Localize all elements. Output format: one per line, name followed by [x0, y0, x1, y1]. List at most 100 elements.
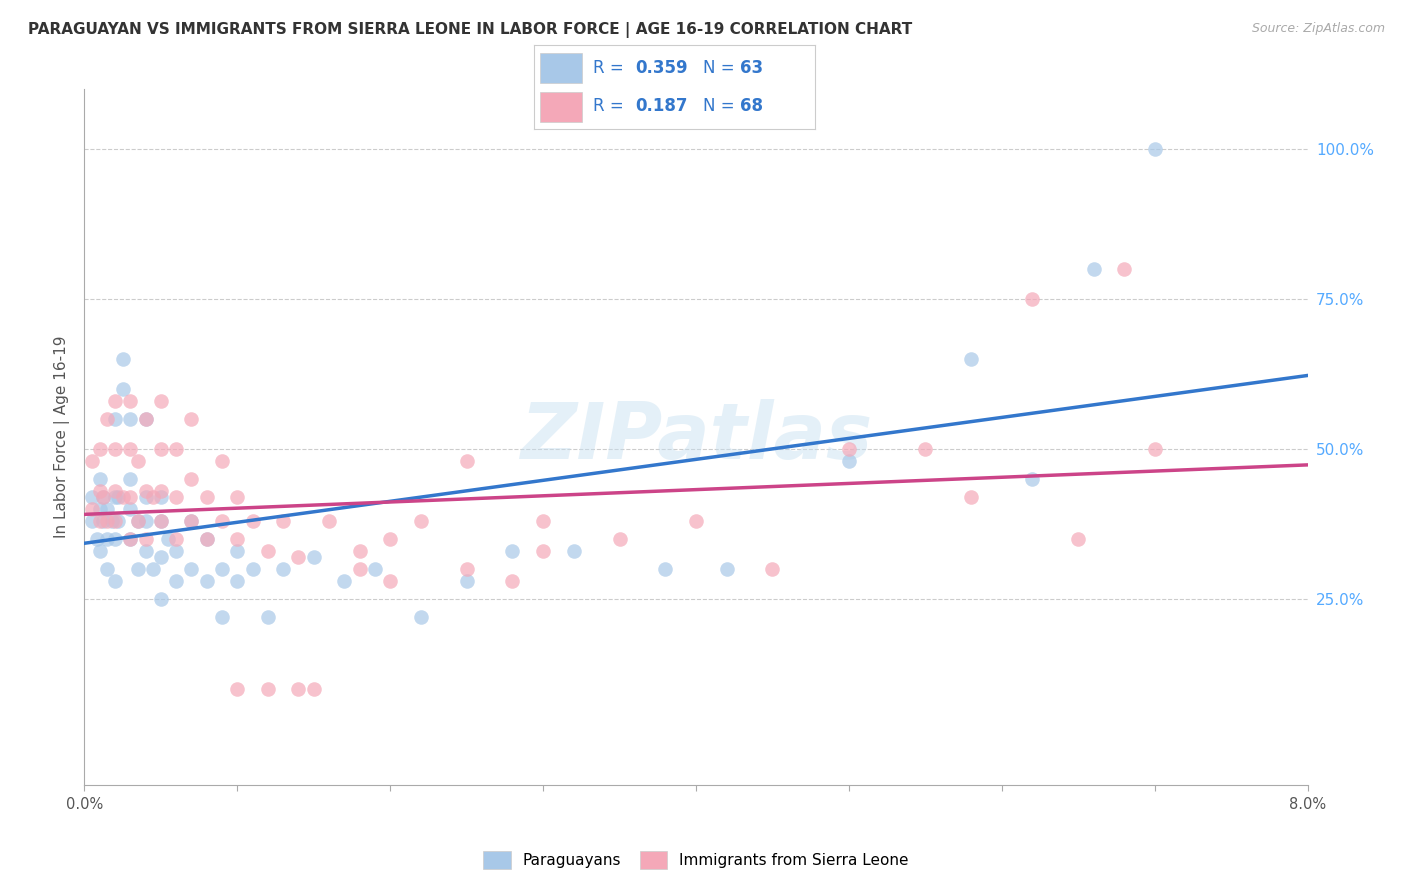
Point: [165, 574, 187, 588]
Point: [409, 610, 432, 624]
Point: [914, 442, 936, 456]
Point: [409, 514, 432, 528]
Point: [287, 549, 309, 564]
Point: [96, 532, 118, 546]
Point: [195, 532, 218, 546]
Point: [142, 490, 165, 504]
Point: [80, 490, 103, 504]
Point: [135, 490, 157, 504]
Point: [302, 549, 325, 564]
Point: [96, 412, 118, 426]
Y-axis label: In Labor Force | Age 16-19: In Labor Force | Age 16-19: [55, 335, 70, 539]
Point: [242, 514, 264, 528]
Point: [107, 514, 129, 528]
Text: 63: 63: [740, 60, 762, 78]
Point: [127, 514, 149, 528]
Point: [685, 514, 707, 528]
Point: [456, 454, 478, 468]
Text: 0.359: 0.359: [636, 60, 688, 78]
Point: [180, 514, 202, 528]
Point: [242, 562, 264, 576]
Point: [104, 514, 127, 528]
Point: [1021, 292, 1043, 306]
Point: [149, 394, 172, 409]
Point: [287, 681, 309, 696]
Point: [456, 574, 478, 588]
Text: 68: 68: [740, 97, 762, 115]
Point: [89, 484, 111, 499]
Point: [226, 681, 249, 696]
Point: [1067, 532, 1090, 546]
Point: [127, 514, 149, 528]
Text: N =: N =: [703, 97, 740, 115]
Text: N =: N =: [703, 60, 740, 78]
Point: [364, 562, 387, 576]
Point: [165, 442, 187, 456]
Point: [380, 532, 402, 546]
Point: [149, 442, 172, 456]
Point: [456, 562, 478, 576]
Point: [104, 574, 127, 588]
Point: [1143, 142, 1166, 156]
Point: [135, 514, 157, 528]
Point: [142, 562, 165, 576]
Point: [349, 562, 371, 576]
Point: [180, 514, 202, 528]
Point: [562, 544, 585, 558]
Point: [257, 610, 280, 624]
Point: [165, 532, 187, 546]
Point: [1143, 442, 1166, 456]
Text: R =: R =: [593, 60, 630, 78]
Point: [104, 490, 127, 504]
Point: [226, 574, 249, 588]
Text: ZIPatlas: ZIPatlas: [520, 399, 872, 475]
Point: [180, 412, 202, 426]
Point: [89, 514, 111, 528]
Point: [149, 592, 172, 607]
Point: [135, 412, 157, 426]
Point: [180, 472, 202, 486]
Legend: Paraguayans, Immigrants from Sierra Leone: Paraguayans, Immigrants from Sierra Leon…: [477, 845, 915, 875]
Point: [318, 514, 340, 528]
Point: [149, 514, 172, 528]
Point: [157, 532, 180, 546]
Point: [195, 574, 218, 588]
Point: [302, 681, 325, 696]
Text: 0.187: 0.187: [636, 97, 688, 115]
Point: [80, 502, 103, 516]
Point: [127, 562, 149, 576]
Point: [86, 532, 108, 546]
Point: [120, 490, 142, 504]
Point: [531, 544, 554, 558]
FancyBboxPatch shape: [540, 54, 582, 83]
Point: [149, 484, 172, 499]
Text: Source: ZipAtlas.com: Source: ZipAtlas.com: [1251, 22, 1385, 36]
Point: [333, 574, 356, 588]
Point: [96, 562, 118, 576]
Point: [149, 490, 172, 504]
Point: [149, 549, 172, 564]
Point: [211, 610, 233, 624]
Point: [502, 544, 524, 558]
Point: [165, 490, 187, 504]
Point: [654, 562, 676, 576]
Point: [80, 454, 103, 468]
Point: [104, 532, 127, 546]
Point: [1114, 262, 1136, 277]
Point: [226, 544, 249, 558]
Point: [609, 532, 631, 546]
Point: [89, 442, 111, 456]
Point: [91, 490, 114, 504]
Point: [761, 562, 783, 576]
Point: [89, 502, 111, 516]
Point: [271, 562, 294, 576]
FancyBboxPatch shape: [540, 92, 582, 121]
Point: [104, 394, 127, 409]
Point: [101, 514, 124, 528]
Point: [149, 514, 172, 528]
Point: [96, 514, 118, 528]
Point: [107, 490, 129, 504]
Point: [104, 484, 127, 499]
Point: [211, 454, 233, 468]
Point: [380, 574, 402, 588]
